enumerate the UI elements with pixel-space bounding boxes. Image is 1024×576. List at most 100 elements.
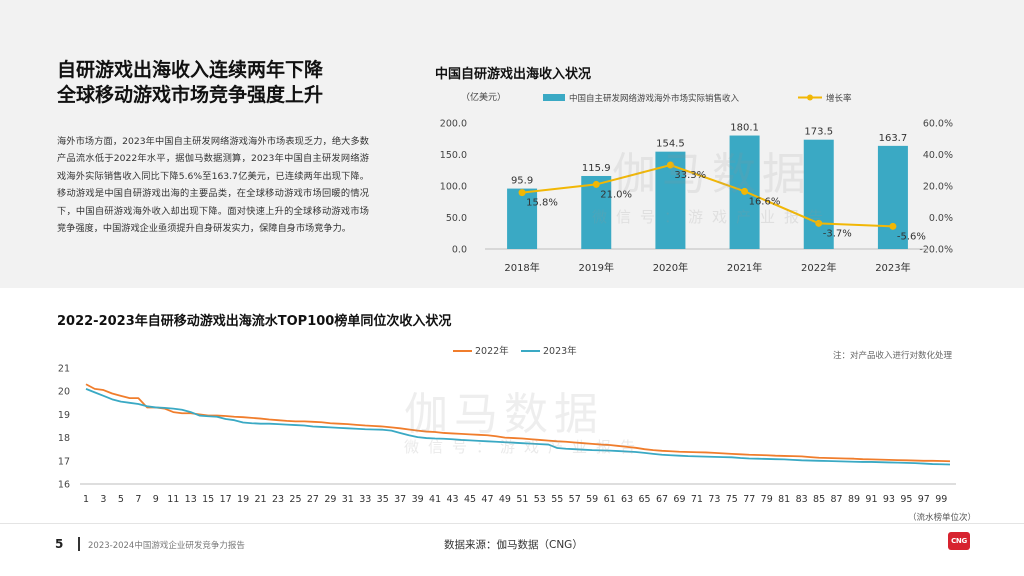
chart2-x-tick: 7 xyxy=(135,494,141,505)
chart1-left-tick: 150.0 xyxy=(440,150,467,161)
chart2-x-tick: 9 xyxy=(153,494,159,505)
chart1-growth-point xyxy=(741,187,749,195)
chart2-note: 注：对产品收入进行对数化处理 xyxy=(833,350,953,361)
chart1-bar xyxy=(803,139,834,249)
chart2-x-tick: 89 xyxy=(848,494,860,505)
chart2-legend-2022-label: 2022年 xyxy=(475,345,509,357)
chart2-x-tick: 87 xyxy=(830,494,842,505)
data-source: 数据来源：伽马数据（CNG） xyxy=(444,539,583,551)
footer-report-name: 2023-2024中国游戏企业研发竞争力报告 xyxy=(88,541,245,551)
chart1-x-tick: 2022年 xyxy=(801,261,836,274)
chart1-x-tick: 2023年 xyxy=(875,261,910,274)
chart2-x-tick: 95 xyxy=(900,494,912,505)
chart1-right-tick: 20.0% xyxy=(923,182,953,193)
chart1-x-tick: 2018年 xyxy=(504,261,539,274)
chart1-legend-line-label: 增长率 xyxy=(826,93,852,104)
chart2-x-tick: 21 xyxy=(254,494,266,505)
chart2-x-tick: 1 xyxy=(83,494,89,505)
chart2-y-tick: 16 xyxy=(58,480,70,491)
chart2-x-tick: 47 xyxy=(481,494,493,505)
chart1-legend-bar-swatch xyxy=(543,94,565,101)
chart1-bar-label: 163.7 xyxy=(879,133,908,144)
watermark-main-bottom: 伽马数据 xyxy=(404,389,604,440)
chart1-bar xyxy=(877,145,908,249)
chart1-growth-label: 33.3% xyxy=(674,170,706,181)
chart2-x-tick: 71 xyxy=(691,494,703,505)
chart2-x-tick: 35 xyxy=(377,494,389,505)
chart1-x-tick: 2020年 xyxy=(653,261,688,274)
chart1-right-tick: 40.0% xyxy=(923,150,953,161)
chart2-x-tick: 19 xyxy=(237,494,249,505)
chart2-x-tick: 53 xyxy=(534,494,546,505)
chart1-growth-point xyxy=(815,219,823,227)
chart2-x-tick: 5 xyxy=(118,494,124,505)
chart2-x-tick: 33 xyxy=(359,494,371,505)
chart2-x-tick: 79 xyxy=(761,494,773,505)
chart1-left-tick: 100.0 xyxy=(440,182,467,193)
chart2-x-tick: 27 xyxy=(307,494,319,505)
watermark-main-top: 伽马数据 xyxy=(612,149,812,200)
body-paragraph: 海外市场方面，2023年中国自主研发网络游戏海外市场表现乏力，绝大多数产品流水低… xyxy=(57,136,369,235)
chart2-x-tick: 69 xyxy=(673,494,685,505)
chart1-bar-label: 173.5 xyxy=(804,127,833,138)
chart1-bar-label: 95.9 xyxy=(511,176,533,187)
chart2-x-tick: 11 xyxy=(167,494,179,505)
headline: 自研游戏出海收入连续两年下降 全球移动游戏市场竞争强度上升 xyxy=(57,58,387,108)
chart1-bar-label: 154.5 xyxy=(656,139,685,150)
chart2-x-tick: 39 xyxy=(412,494,424,505)
chart2-x-tick: 81 xyxy=(778,494,790,505)
chart2-x-tick: 37 xyxy=(394,494,406,505)
chart2-x-tick: 41 xyxy=(429,494,441,505)
chart2-y-tick: 18 xyxy=(58,433,70,444)
chart2-x-tick: 65 xyxy=(638,494,650,505)
chart1-left-tick: 0.0 xyxy=(452,245,467,256)
watermark-sub-top: 微信号：游戏产业报告 xyxy=(592,208,833,226)
chart2-x-label: （流水榜单位次） xyxy=(908,512,976,523)
chart2-x-tick: 85 xyxy=(813,494,825,505)
chart1-legend-line-marker xyxy=(807,94,813,101)
chart1-revenue-growth: （亿美元） 中国自主研发网络游戏海外市场实际销售收入 增长率 0.0 50.0 100.0… xyxy=(440,91,953,274)
footer-divider xyxy=(0,523,1024,524)
chart1-growth-label: 16.6% xyxy=(749,196,781,207)
chart2-line-2023 xyxy=(85,388,951,466)
headline-line-1: 自研游戏出海收入连续两年下降 xyxy=(57,59,324,81)
chart1-bar-label: 180.1 xyxy=(730,123,759,134)
chart2-x-tick: 25 xyxy=(289,494,301,505)
chart1-growth-label: -5.6% xyxy=(897,231,926,242)
chart2-x-tick: 43 xyxy=(446,494,458,505)
chart2-x-tick: 67 xyxy=(656,494,668,505)
chart1-growth-label: -3.7% xyxy=(823,228,852,239)
chart2-x-tick: 73 xyxy=(708,494,720,505)
chart2-x-tick: 57 xyxy=(569,494,581,505)
chart2-x-tick: 93 xyxy=(883,494,895,505)
chart2-x-tick: 49 xyxy=(499,494,511,505)
chart1-growth-point xyxy=(592,180,600,188)
chart1-growth-label: 15.8% xyxy=(526,198,558,209)
chart1-title: 中国自研游戏出海收入状况 xyxy=(435,67,592,82)
chart1-growth-line xyxy=(521,164,893,228)
chart2-x-tick: 83 xyxy=(796,494,808,505)
chart2-x-tick: 29 xyxy=(324,494,336,505)
page-number: 5 xyxy=(55,537,64,551)
chart2-x-tick: 97 xyxy=(918,494,930,505)
chart2-x-tick: 31 xyxy=(342,494,354,505)
chart1-x-tick: 2021年 xyxy=(727,261,762,274)
chart2-x-tick: 17 xyxy=(220,494,232,505)
chart1-left-tick: 200.0 xyxy=(440,119,467,130)
chart1-left-tick: 50.0 xyxy=(446,213,467,224)
chart1-bar xyxy=(507,188,538,249)
chart2-x-tick: 3 xyxy=(100,494,106,505)
chart2-line-2022 xyxy=(85,383,951,463)
chart2-x-tick: 77 xyxy=(743,494,755,505)
chart1-unit-label: （亿美元） xyxy=(461,91,506,103)
chart1-growth-label: 21.0% xyxy=(600,189,632,200)
chart1-legend-bar-label: 中国自主研发网络游戏海外市场实际销售收入 xyxy=(569,93,740,104)
chart2-x-tick: 55 xyxy=(551,494,563,505)
chart1-x-tick: 2019年 xyxy=(579,261,614,274)
chart2-x-tick: 75 xyxy=(726,494,738,505)
chart2-x-tick: 91 xyxy=(865,494,877,505)
watermark-sub-bottom: 微信号：游戏产业报告 xyxy=(404,438,645,456)
chart2-x-tick: 23 xyxy=(272,494,284,505)
chart2-x-tick: 63 xyxy=(621,494,633,505)
chart2-y-tick: 19 xyxy=(58,410,70,421)
